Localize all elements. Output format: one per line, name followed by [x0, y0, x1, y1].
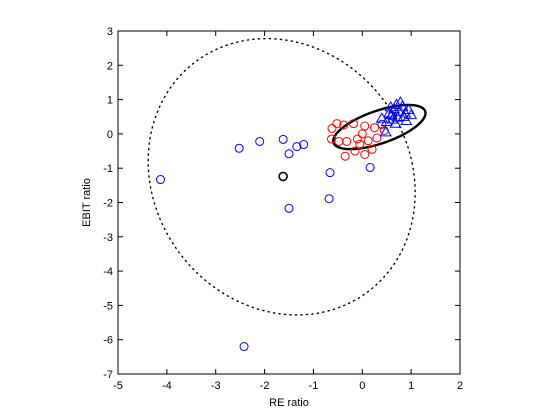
red-circle-point [372, 133, 382, 143]
y-tick-label: -5 [103, 300, 113, 312]
y-tick-label: 3 [107, 26, 113, 38]
points-layer [156, 96, 418, 352]
triangle-point [383, 107, 396, 118]
red-circle-point [339, 120, 349, 130]
triangle-point [394, 96, 407, 107]
red-circle-point [348, 119, 358, 129]
red-circle-point [363, 136, 373, 146]
x-tick-label: 1 [408, 380, 414, 392]
x-tick-label: -3 [211, 380, 221, 392]
x-tick-label: -4 [162, 380, 172, 392]
x-tick-label: 2 [457, 380, 463, 392]
red-circle-point [352, 134, 362, 144]
triangle-point [375, 112, 388, 123]
y-tick-label: -6 [103, 335, 113, 347]
y-tick-label: -1 [103, 163, 113, 175]
blue-circle-point [255, 136, 265, 146]
y-tick-label: -4 [103, 266, 113, 278]
blue-circle-point [156, 175, 166, 185]
x-tick-label: -2 [260, 380, 270, 392]
blue-circle-point [292, 142, 302, 152]
y-tick-label: 1 [107, 95, 113, 107]
blue-circle-point [365, 163, 375, 173]
black-circle-point [278, 171, 288, 182]
red-circle-point [340, 151, 350, 161]
blue-circle-point [284, 149, 294, 159]
triangle-point [405, 108, 418, 120]
x-tick-label: 0 [359, 380, 365, 392]
blue-circle-point [325, 168, 335, 178]
y-tick-label: 0 [107, 129, 113, 141]
y-tick-label: -3 [103, 232, 113, 244]
blue-circle-point [377, 119, 387, 129]
blue-circle-point [239, 342, 249, 352]
triangle-point [384, 100, 397, 112]
triangle-point [389, 117, 402, 128]
red-circle-point [367, 144, 377, 154]
red-circle-point [332, 119, 342, 129]
red-circle-point [370, 123, 379, 133]
dotted-ellipse [147, 37, 416, 316]
red-circle-point [342, 136, 352, 146]
red-circle-point [350, 146, 360, 156]
red-circle-point [357, 129, 367, 139]
triangle-point [379, 125, 392, 137]
x-tick-label: -5 [113, 380, 123, 392]
y-tick-label: -7 [103, 369, 113, 381]
red-circle-point [355, 139, 365, 149]
triangle-point [400, 114, 413, 126]
x-tick-label: -1 [309, 380, 319, 392]
y-tick-label: 2 [107, 60, 113, 72]
ticks-layer: -5 -4 -3 -2 -1 0 1 2 -7 -6 -5 -4 -3 -2 -1 0 1 2 3 [103, 26, 463, 392]
blue-circle-point [324, 194, 334, 204]
triangle-point [380, 115, 393, 127]
blue-circle-point [278, 134, 288, 144]
blue-circle-point [284, 203, 294, 213]
blue-circle-point [234, 143, 244, 153]
red-circle-point [327, 123, 337, 133]
triangle-point [390, 98, 403, 109]
blue-circle-point [299, 140, 309, 150]
x-axis-label: RE ratio [269, 397, 309, 409]
red-circle-point [360, 121, 370, 131]
red-circle-point [360, 149, 370, 159]
y-axis-label: EBIT ratio [81, 178, 93, 227]
y-tick-label: -2 [103, 198, 113, 210]
